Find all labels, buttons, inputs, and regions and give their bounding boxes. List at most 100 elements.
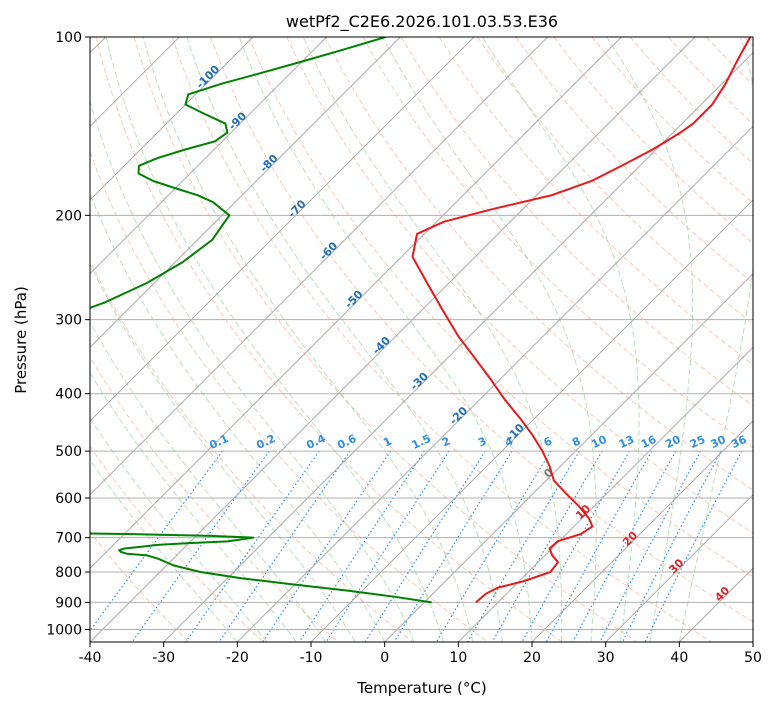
- y-tick-label: 200: [55, 208, 82, 224]
- mixing-ratio-label: 20: [663, 433, 683, 451]
- moist-adiabat: [90, 459, 238, 642]
- x-tick-label: 10: [449, 650, 467, 666]
- moist-adiabat: [382, 37, 597, 642]
- mixing-ratio-label: 13: [617, 433, 636, 451]
- mixing-ratio-label: 16: [639, 433, 659, 451]
- dry-adiabat: [90, 356, 339, 642]
- line-labels: 0.1 0.2 0.4 0.6 1 1.5 2 3 4 6 8 10 13 16 20 25 30 36-100-…: [194, 63, 749, 605]
- mixing-ratio-line: [131, 450, 270, 642]
- dry-adiabat: [324, 37, 753, 491]
- mixing-ratio-label: 10: [589, 433, 609, 451]
- isotherm-label: -50: [342, 288, 365, 311]
- moist-adiabat: [90, 417, 268, 642]
- isotherm-line: [310, 199, 753, 642]
- mixing-ratio-line: [491, 450, 603, 642]
- moist-adiabat: [606, 37, 694, 642]
- dry-adiabat: [591, 37, 753, 204]
- mixing-ratio-line: [218, 450, 351, 642]
- isotherm-line: [678, 567, 753, 642]
- isotherm-label: -90: [226, 109, 249, 132]
- dry-adiabat: [553, 37, 753, 244]
- mixing-ratio-line: [435, 450, 552, 642]
- mixing-ratio-label: 6: [542, 434, 555, 449]
- mixing-ratio-label: 25: [688, 433, 707, 451]
- mixing-ratio-label: 2: [440, 434, 452, 449]
- dry-adiabat: [95, 37, 563, 642]
- moist-adiabat: [302, 37, 563, 642]
- isotherm-label: 40: [712, 584, 732, 604]
- mixing-ratio-line: [325, 450, 450, 642]
- isotherm-line: [90, 37, 549, 496]
- isotherm-line: [90, 37, 475, 422]
- mixing-ratio-line: [572, 450, 677, 642]
- moist-adiabat: [90, 371, 297, 642]
- y-tick-label: 1000: [46, 622, 82, 638]
- x-tick-label: -30: [152, 650, 175, 666]
- dry-adiabat: [133, 37, 638, 642]
- isotherm-line: [605, 493, 753, 642]
- dry-adiabat: [744, 37, 753, 47]
- mixing-ratio-label: 3: [476, 434, 488, 449]
- moist-adiabat: [238, 37, 533, 642]
- y-tick-label: 600: [55, 491, 82, 507]
- mixing-ratio-line: [545, 450, 653, 642]
- x-tick-label: 30: [597, 650, 615, 666]
- moist-adiabat: [90, 192, 386, 642]
- moist-adiabat: [142, 37, 474, 642]
- isotherm-line: [236, 125, 753, 642]
- mixing-ratio-label: 0.2: [254, 432, 277, 452]
- x-tick-label: 20: [523, 650, 541, 666]
- isotherm-label: -70: [285, 197, 308, 220]
- y-tick-label: 500: [55, 444, 82, 460]
- isotherm-label: -30: [408, 370, 431, 393]
- moist-adiabat: [678, 37, 753, 642]
- dry-adiabat: [286, 37, 753, 534]
- dry-adiabat: [90, 259, 414, 642]
- mixing-ratio-line: [364, 450, 486, 642]
- background-lines: [90, 37, 753, 642]
- isotherm-line: [384, 272, 753, 642]
- y-tick-label: 400: [55, 387, 82, 403]
- y-tick-label: 700: [55, 531, 82, 547]
- mixing-ratio-label: 1.5: [410, 432, 433, 452]
- dry-adiabat: [90, 150, 488, 642]
- isotherm-label: -60: [317, 239, 340, 262]
- mixing-ratio-label: 36: [729, 433, 749, 451]
- isotherm-label: -20: [447, 404, 470, 427]
- dry-adiabat: [629, 37, 753, 165]
- x-tick-label: 40: [670, 650, 688, 666]
- dry-adiabat: [400, 37, 753, 407]
- dry-adiabat: [362, 37, 753, 449]
- x-tick-label: -40: [79, 650, 102, 666]
- y-tick-label: 800: [55, 565, 82, 581]
- isotherm-label: -80: [257, 152, 280, 175]
- dry-adiabat: [210, 37, 753, 623]
- dewpoint-line: [90, 37, 432, 604]
- dry-adiabat: [439, 37, 753, 366]
- isotherm-label: -40: [370, 334, 393, 357]
- mixing-ratio-line: [467, 450, 580, 642]
- y-axis-title: Pressure (hPa): [12, 286, 30, 394]
- mixing-ratio-label: 8: [570, 434, 582, 449]
- moist-adiabat: [90, 262, 356, 642]
- dry-adiabat: [515, 37, 753, 284]
- mixing-ratio-label: 30: [708, 433, 728, 451]
- isotherm-line: [90, 37, 622, 570]
- mixing-ratio-line: [621, 450, 722, 642]
- mixing-ratio-label: 0.1: [207, 432, 230, 452]
- moist-adiabat: [186, 37, 504, 642]
- chart-title: wetPf2_C2E6.2026.101.03.53.E36: [286, 12, 558, 32]
- mixing-ratio-label: 0.4: [304, 432, 327, 452]
- dry-adiabat: [90, 445, 264, 642]
- mixing-ratio-line: [393, 450, 513, 642]
- x-axis: -40 -30 -20 -10 0 10 20 30 40 50: [79, 642, 762, 666]
- mixing-ratio-line: [185, 450, 320, 642]
- dry-adiabat: [171, 37, 712, 642]
- isotherm-line: [531, 420, 753, 642]
- profiles: [90, 37, 752, 604]
- isotherm-line: [163, 51, 753, 642]
- isotherm-line: [752, 641, 753, 642]
- dry-adiabat: [668, 37, 753, 125]
- isotherm-line: [90, 37, 696, 642]
